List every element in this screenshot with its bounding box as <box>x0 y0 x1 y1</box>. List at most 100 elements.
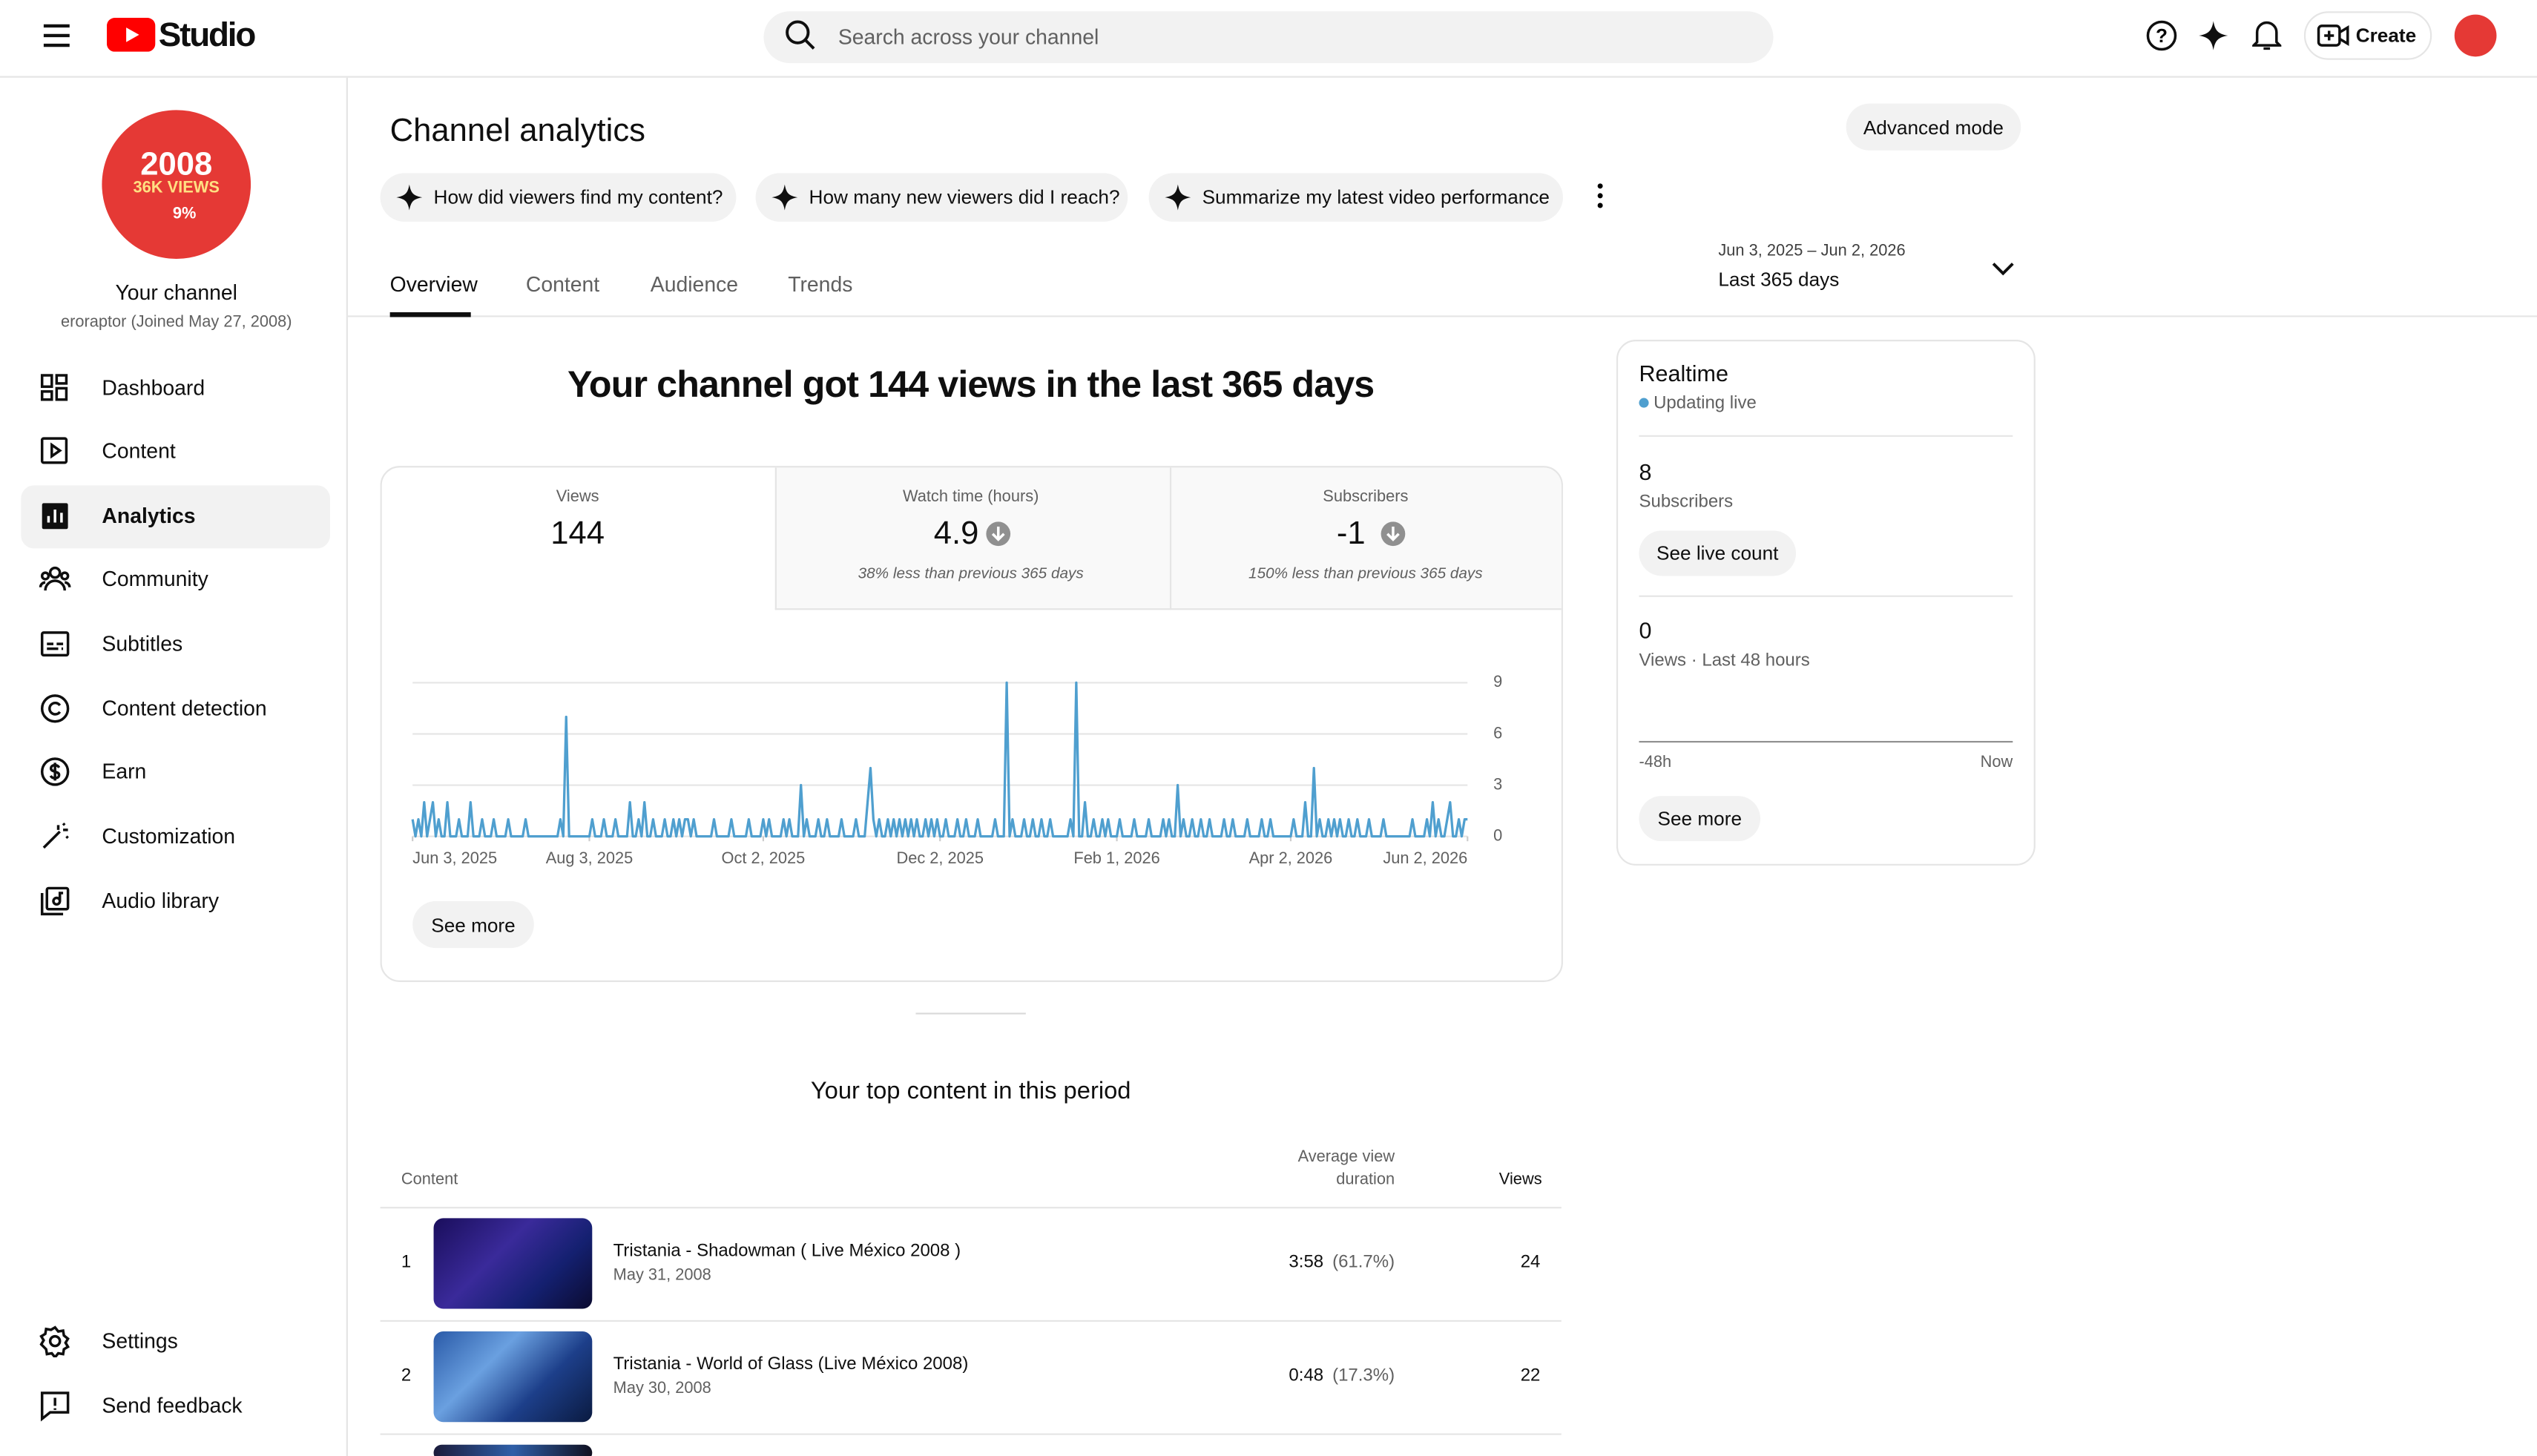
views: 22 <box>1520 1366 1541 1386</box>
metric-label: Views <box>556 488 599 507</box>
create-label: Create <box>2355 24 2417 47</box>
nav-item[interactable]: Content detection <box>102 696 267 721</box>
nav-item[interactable]: Audio library <box>102 888 220 913</box>
nav-item[interactable]: Subtitles <box>102 631 183 656</box>
y-tick-label: 3 <box>1493 774 1502 793</box>
sparkle-icon <box>1165 184 1191 211</box>
period-dropdown[interactable] <box>1992 260 2015 277</box>
metric-value: 4.9 <box>933 515 979 552</box>
tab[interactable]: Trends <box>788 271 853 297</box>
create-icon <box>2317 24 2349 47</box>
nav-item[interactable]: Community <box>102 566 208 591</box>
logo-text: Studio <box>158 16 257 54</box>
avatar-text: 9% <box>172 205 197 223</box>
views: 24 <box>1520 1253 1541 1273</box>
live-dot <box>1639 398 1649 408</box>
channel-label: Your channel <box>115 280 237 305</box>
video-title[interactable]: Tristania - World of Glass (Live México … <box>613 1354 969 1374</box>
sparkle-icon <box>771 184 798 211</box>
subscriber-label: Subscribers <box>1639 492 1734 513</box>
realtime-baseline <box>1639 740 2013 743</box>
help-icon[interactable]: ? <box>2145 19 2178 52</box>
search-icon <box>786 20 815 50</box>
nav-icon <box>40 1391 70 1422</box>
video-date: May 31, 2008 <box>613 1266 711 1285</box>
avg-duration: 3:58 <box>1289 1253 1324 1273</box>
period: Last 365 days <box>1718 268 1840 291</box>
nav-icon <box>40 374 68 401</box>
thumbnail[interactable] <box>433 1331 593 1423</box>
live-count-button[interactable]: See live count <box>1639 530 1797 576</box>
avg-duration: 0:48 <box>1289 1366 1324 1386</box>
realtime-see-more[interactable]: See more <box>1639 796 1761 842</box>
trend-down-icon <box>1381 521 1406 547</box>
nav-item[interactable]: Settings <box>102 1328 178 1353</box>
nav-item[interactable]: Analytics <box>102 503 196 528</box>
y-tick-label: 6 <box>1493 723 1502 742</box>
chip-label: Summarize my latest video performance <box>1202 185 1550 208</box>
realtime-card <box>1616 340 2036 866</box>
ai-icon[interactable] <box>2199 21 2228 50</box>
subscriber-count: 8 <box>1639 458 1652 485</box>
active-tab-underline <box>389 312 471 317</box>
avatar-text: 2008 <box>140 147 213 183</box>
divider <box>1639 435 2013 437</box>
search-placeholder: Search across your channel <box>838 24 1099 49</box>
page-title: Channel analytics <box>389 113 645 149</box>
suggestion-chip[interactable] <box>1148 173 1563 222</box>
create-button[interactable] <box>2303 11 2432 60</box>
channel-handle: eroraptor (Joined May 27, 2008) <box>60 314 292 332</box>
thumbnail[interactable] <box>433 1218 593 1309</box>
realtime-views-label: Views · Last 48 hours <box>1639 650 1810 671</box>
video-date: May 30, 2008 <box>613 1380 711 1398</box>
chip-label: How many new viewers did I reach? <box>809 185 1120 208</box>
metric-value: -1 <box>1336 515 1366 552</box>
youtube-logo[interactable] <box>106 17 156 52</box>
advanced-mode-button[interactable]: Advanced mode <box>1846 103 2021 151</box>
row-rank: 1 <box>401 1253 412 1273</box>
nav-item[interactable]: Customization <box>102 823 236 849</box>
row-divider <box>380 1207 1562 1209</box>
tabs-divider <box>347 315 2537 317</box>
nav-icon <box>42 503 68 530</box>
date-range: Jun 3, 2025 – Jun 2, 2026 <box>1718 243 1906 261</box>
channel-avatar[interactable] <box>102 110 251 259</box>
notifications-icon[interactable] <box>2252 19 2282 52</box>
nav-item[interactable]: Send feedback <box>102 1393 243 1418</box>
x-tick-label: Aug 3, 2025 <box>546 849 634 867</box>
realtime-views: 0 <box>1639 617 1652 644</box>
sparkle-icon <box>396 184 423 211</box>
tab[interactable]: Content <box>525 271 600 297</box>
search-box[interactable] <box>763 11 1774 64</box>
row-rank: 2 <box>401 1366 412 1386</box>
account-avatar[interactable] <box>2454 14 2497 57</box>
x-tick-label: Dec 2, 2025 <box>896 849 984 867</box>
suggestion-chip[interactable] <box>380 173 737 222</box>
more-button[interactable] <box>1593 182 1606 208</box>
tab[interactable]: Audience <box>650 271 739 297</box>
nav-item[interactable]: Earn <box>102 759 147 784</box>
column-header: Content <box>401 1171 458 1190</box>
metric-divider <box>1169 467 1172 610</box>
metric-label: Watch time (hours) <box>902 488 1039 507</box>
suggestion-chip[interactable] <box>755 173 1128 222</box>
tab[interactable]: Overview <box>389 271 478 297</box>
x-tick-label: Apr 2, 2026 <box>1249 849 1333 867</box>
see-more-button[interactable]: See more <box>412 900 534 949</box>
metric-note: 38% less than previous 365 days <box>858 564 1084 583</box>
nav-icon <box>39 1325 70 1357</box>
x-tick-label: Jun 2, 2026 <box>1383 849 1467 867</box>
menu-button[interactable] <box>42 23 71 49</box>
metric-bg <box>774 467 1562 610</box>
nav-item[interactable]: Dashboard <box>102 375 205 401</box>
nav-icon <box>39 566 71 591</box>
nav-item[interactable]: Content <box>102 438 176 464</box>
x-tick-label: Jun 3, 2025 <box>412 849 497 867</box>
nav-icon <box>40 886 70 916</box>
section-divider <box>915 1012 1026 1015</box>
x-tick-label: Feb 1, 2026 <box>1073 849 1159 867</box>
video-title[interactable]: Tristania - Shadowman ( Live México 2008… <box>613 1241 961 1261</box>
top-bar <box>0 0 2537 78</box>
avg-percent: (61.7%) <box>1332 1253 1395 1273</box>
